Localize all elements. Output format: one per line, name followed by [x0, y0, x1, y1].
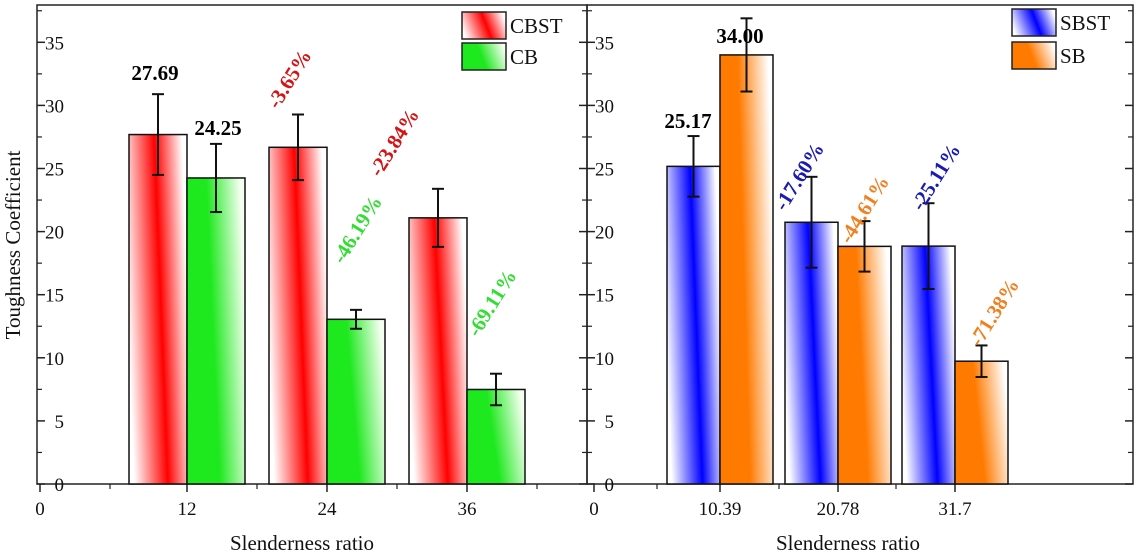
y-tick-label: 15: [595, 286, 614, 307]
y-tick-label: 25: [595, 160, 614, 181]
x-tick-label: 10.39: [699, 499, 742, 520]
y-axis-label: Toughness Coefficient: [1, 150, 25, 339]
x-axis-label-left: Slenderness ratio: [230, 531, 374, 555]
panel-1: 0 5 10 15 20 25 30 35 0 12 24 36 27.69 -3.65% -23.84% C…: [35, 4, 588, 520]
x-tick-label: 20.78: [817, 499, 860, 520]
legend-swatch-sb: [1011, 41, 1057, 70]
x-axis-label-right: Slenderness ratio: [776, 531, 920, 555]
percent-change-label: -25.11%: [906, 139, 966, 215]
x-tick-label: 0: [35, 499, 45, 520]
y-tick-label: 30: [595, 96, 614, 117]
bar-cb: [186, 177, 246, 485]
percent-change-label: -17.60%: [769, 138, 829, 215]
data-label: 34.00: [716, 24, 763, 48]
bar-cbst: [268, 146, 328, 485]
legend-label-sb: SB: [1060, 44, 1086, 68]
y-tick-label: 25: [45, 160, 64, 181]
legend-swatch-sbst: [1011, 8, 1057, 37]
percent-change-label: -69.11%: [462, 265, 522, 341]
y-tick-label: 5: [55, 412, 65, 433]
legend-label-cb: CB: [510, 45, 538, 69]
legend-label-sbst: SBST: [1060, 11, 1110, 35]
y-tick-label: 15: [45, 286, 64, 307]
y-tick-label: 20: [45, 223, 64, 244]
x-tick-label: 24: [318, 499, 338, 520]
panel-2: 0 5 10 15 20 25 30 35 0 10.39 20.78 31.7 25.17 -17.60…: [586, 4, 1134, 520]
percent-change-label: -46.19%: [327, 191, 387, 268]
bar-sb: [719, 54, 774, 485]
y-tick-label: 30: [45, 96, 64, 117]
bar-cb: [326, 318, 386, 485]
legend-swatch-cbst: [461, 11, 507, 40]
percent-change-label: -3.65%: [262, 45, 317, 113]
data-label: 24.25: [194, 116, 241, 140]
x-tick-label: 12: [178, 499, 197, 520]
x-tick-label: 36: [458, 499, 477, 520]
bar-sb: [954, 360, 1009, 485]
y-tick-label: 35: [45, 33, 64, 54]
bar-cbst: [128, 133, 188, 485]
y-tick-label: 35: [595, 33, 614, 54]
data-label: 25.17: [664, 109, 711, 133]
bar-sbst: [666, 165, 721, 485]
data-label: 27.69: [131, 61, 178, 85]
percent-change-label: -23.84%: [364, 104, 424, 181]
x-tick-label: 0: [589, 499, 599, 520]
y-tick-label: 10: [45, 349, 64, 370]
bar-cbst: [408, 217, 468, 485]
bar-sb: [837, 245, 892, 485]
y-tick-label: 0: [55, 475, 65, 496]
legend-label-cbst: CBST: [510, 14, 563, 38]
legend-swatch-cb: [461, 42, 507, 71]
x-tick-label: 31.7: [938, 499, 971, 520]
percent-change-label: -71.38%: [964, 274, 1024, 351]
y-tick-label: 20: [595, 223, 614, 244]
y-tick-label: 5: [605, 412, 615, 433]
y-tick-label: 0: [605, 475, 615, 496]
y-tick-label: 10: [595, 349, 614, 370]
